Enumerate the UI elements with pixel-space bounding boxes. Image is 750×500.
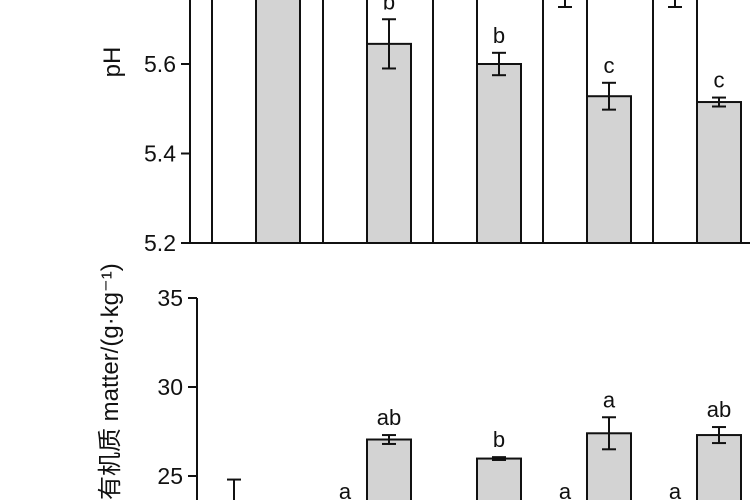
- significance-label: b: [493, 23, 505, 48]
- bar-gray: [255, 0, 301, 244]
- bar-gray: [476, 457, 522, 500]
- y-tick-label: 5.4: [144, 141, 176, 167]
- bar-gray: [366, 438, 412, 500]
- y-tick-label: 5.2: [144, 230, 176, 256]
- bar-white: [542, 0, 588, 244]
- significance-label: b: [493, 427, 505, 452]
- significance-label: c: [714, 68, 725, 93]
- significance-label: a: [603, 387, 616, 412]
- y-tick-label: 25: [157, 463, 183, 489]
- bar-white: [211, 0, 257, 244]
- significance-label: c: [604, 53, 615, 78]
- significance-label: a: [339, 479, 352, 500]
- significance-label: b: [383, 0, 395, 14]
- significance-label: ab: [377, 405, 401, 430]
- y-axis-title: 有机质 matter/(g·kg⁻¹): [97, 263, 124, 500]
- y-tick-label: 35: [157, 285, 183, 311]
- significance-label: ab: [707, 397, 731, 422]
- y-tick-label: 30: [157, 374, 183, 400]
- significance-label: a: [669, 479, 682, 500]
- y-tick-label: 5.6: [144, 51, 176, 77]
- ph-panel: 5.2 5.4 5.6 pH b b c c: [99, 0, 750, 256]
- bar-gray: [586, 95, 632, 244]
- significance-label: a: [559, 479, 572, 500]
- y-axis-title: pH: [99, 47, 126, 78]
- bar-gray: [476, 63, 522, 244]
- bar-gray: [696, 434, 742, 500]
- bar-white: [432, 0, 478, 244]
- bar-white: [322, 0, 368, 244]
- organic-matter-panel: 25 30 35 有机质 matter/(g·kg⁻¹) a ab b a a a ab: [97, 263, 742, 500]
- bar-gray: [366, 42, 412, 244]
- bar-white: [652, 0, 698, 244]
- bar-gray: [696, 101, 742, 244]
